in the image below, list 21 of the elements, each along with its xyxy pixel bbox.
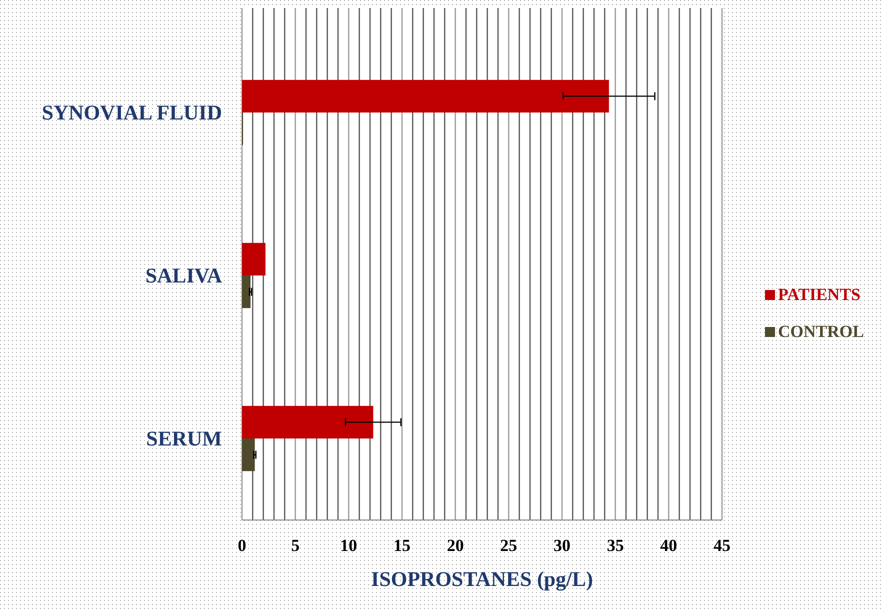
y-tick-label: SYNOVIAL FLUID (42, 100, 222, 124)
legend-label: PATIENTS (778, 285, 861, 304)
bar (242, 242, 266, 276)
y-tick-label: SERUM (146, 426, 222, 450)
x-tick-label: 5 (291, 536, 300, 555)
x-tick-label: 0 (238, 536, 246, 555)
x-tick-label: 15 (394, 536, 410, 555)
x-tick-label: 45 (714, 536, 730, 555)
legend-label: CONTROL (778, 322, 864, 341)
x-tick-label: 10 (340, 536, 358, 555)
bar (242, 80, 609, 112)
x-tick-label: 30 (554, 536, 570, 555)
x-tick-label: 35 (606, 536, 624, 555)
bar (242, 276, 251, 308)
x-axis-title: ISOPROSTANES (pg/L) (371, 567, 593, 591)
x-tick-label: 20 (446, 536, 464, 555)
bar (242, 406, 374, 438)
x-tick-label: 25 (500, 536, 518, 555)
bar (242, 438, 255, 472)
x-tick-label: 40 (660, 536, 678, 555)
y-tick-label: SALIVA (145, 264, 223, 288)
